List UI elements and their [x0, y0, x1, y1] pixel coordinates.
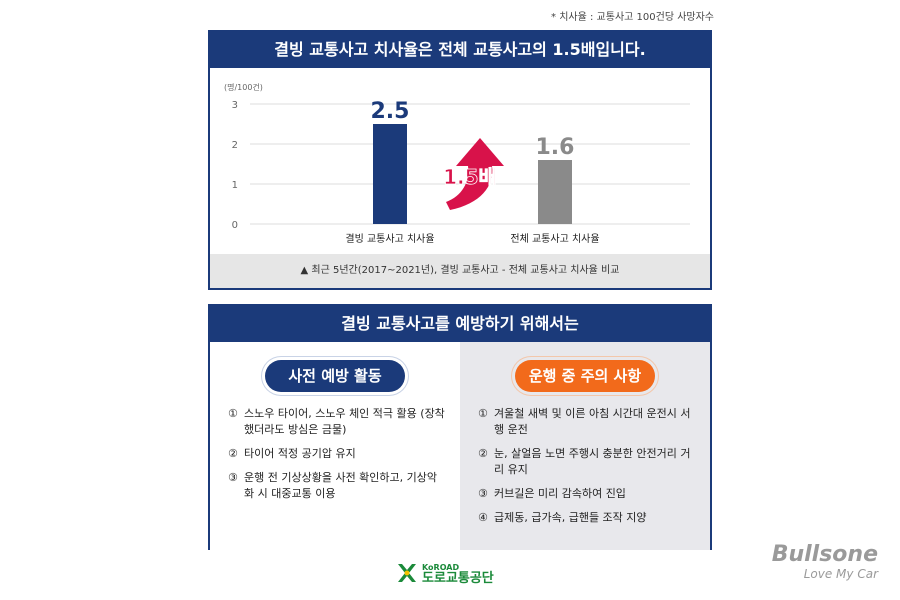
- bar: [538, 160, 572, 224]
- driving-caution-item-text: 겨울철 새벽 및 이른 아침 시간대 운전시 서행 운전: [494, 407, 691, 436]
- x-category-label: 전체 교통사고 치사율: [510, 233, 599, 245]
- y-axis-label: (명/100건): [224, 82, 263, 92]
- bar-value-label: 2.5: [371, 99, 410, 124]
- bar-value-label: 1.6: [536, 135, 575, 160]
- bullsone-watermark: Bullsone Love My Car: [772, 542, 878, 581]
- prevention-columns: 사전 예방 활동 ① 스노우 타이어, 스노우 체인 적극 활용 (장착했더라도 …: [210, 342, 710, 550]
- pre-prevention-item: ② 타이어 적정 공기압 유지: [224, 446, 446, 462]
- koroad-logo: KoROAD 도로교통공단: [396, 562, 494, 586]
- driving-caution-item-number: ①: [478, 407, 488, 420]
- brand-name: Bullsone: [771, 542, 878, 567]
- driving-caution-item: ③ 커브길은 미리 감속하여 진입: [474, 486, 696, 502]
- driving-caution-item: ① 겨울철 새벽 및 이른 아침 시간대 운전시 서행 운전: [474, 406, 696, 438]
- pre-prevention-item: ① 스노우 타이어, 스노우 체인 적극 활용 (장착했더라도 방심은 금물): [224, 406, 446, 438]
- pre-prevention-item-text: 스노우 타이어, 스노우 체인 적극 활용 (장착했더라도 방심은 금물): [244, 407, 445, 436]
- pre-prevention-item-number: ③: [228, 471, 238, 484]
- driving-caution-item-text: 급제동, 급가속, 급핸들 조작 지양: [494, 511, 647, 524]
- pre-prevention-column: 사전 예방 활동 ① 스노우 타이어, 스노우 체인 적극 활용 (장착했더라도 …: [210, 342, 460, 550]
- koroad-logo-en: KoROAD: [422, 563, 460, 572]
- driving-caution-item: ② 눈, 살얼음 노면 주행시 충분한 안전거리 거리 유지: [474, 446, 696, 478]
- driving-caution-item-number: ②: [478, 447, 488, 460]
- pre-prevention-list: ① 스노우 타이어, 스노우 체인 적극 활용 (장착했더라도 방심은 금물) ② 타…: [224, 406, 446, 502]
- y-tick-label: 1: [232, 180, 238, 191]
- driving-caution-item-number: ④: [478, 511, 488, 524]
- up-arrow-icon: [446, 138, 504, 210]
- driving-caution-item-number: ③: [478, 487, 488, 500]
- driving-caution-column: 운행 중 주의 사항 ① 겨울철 새벽 및 이른 아침 시간대 운전시 서행 운전…: [460, 342, 710, 550]
- y-tick-label: 2: [232, 140, 238, 151]
- pre-prevention-item: ③ 운행 전 기상상황을 사전 확인하고, 기상악화 시 대중교통 이용: [224, 470, 446, 502]
- pre-prevention-item-number: ②: [228, 447, 238, 460]
- koroad-logo-icon: [396, 562, 418, 584]
- prevention-panel: 결빙 교통사고를 예방하기 위해서는 사전 예방 활동 ① 스노우 타이어, 스노…: [208, 304, 712, 550]
- footnote: * 치사율 : 교통사고 100건당 사망자수: [551, 12, 714, 23]
- y-tick-label: 0: [232, 220, 238, 231]
- x-category-label: 결빙 교통사고 치사율: [345, 233, 434, 245]
- pre-prevention-heading: 사전 예방 활동: [265, 360, 405, 392]
- bar-chart: (명/100건) 0 1 2 3 2.5 결빙 교통사고 치사율 1.6 전체 교통사고 치사율…: [224, 82, 690, 245]
- driving-caution-item: ④ 급제동, 급가속, 급핸들 조작 지양: [474, 510, 696, 526]
- bar: [373, 124, 407, 224]
- prevention-panel-title: 결빙 교통사고를 예방하기 위해서는: [210, 306, 710, 342]
- chart-caption: ▲ 최근 5년간(2017~2021년), 결빙 교통사고 - 전체 교통사고 …: [210, 254, 710, 288]
- driving-caution-item-text: 커브길은 미리 감속하여 진입: [494, 487, 626, 500]
- chart-panel: 결빙 교통사고 치사율은 전체 교통사고의 1.5배입니다. (명/100건) 0…: [208, 30, 712, 290]
- y-tick-label: 3: [232, 100, 238, 111]
- ratio-label: 1.5배: [443, 165, 497, 189]
- chart-area: (명/100건) 0 1 2 3 2.5 결빙 교통사고 치사율 1.6 전체 교통사고 치사율…: [210, 68, 710, 254]
- driving-caution-item-text: 눈, 살얼음 노면 주행시 충분한 안전거리 거리 유지: [494, 447, 691, 476]
- brand-tagline: Love My Car: [803, 567, 878, 581]
- pre-prevention-item-text: 운행 전 기상상황을 사전 확인하고, 기상악화 시 대중교통 이용: [244, 471, 438, 500]
- pre-prevention-item-text: 타이어 적정 공기압 유지: [244, 447, 356, 460]
- chart-panel-title: 결빙 교통사고 치사율은 전체 교통사고의 1.5배입니다.: [210, 32, 710, 68]
- koroad-logo-ko: 도로교통공단: [422, 571, 494, 586]
- driving-caution-list: ① 겨울철 새벽 및 이른 아침 시간대 운전시 서행 운전 ② 눈, 살얼음 노면 …: [474, 406, 696, 526]
- driving-caution-heading: 운행 중 주의 사항: [515, 360, 655, 392]
- pre-prevention-item-number: ①: [228, 407, 238, 420]
